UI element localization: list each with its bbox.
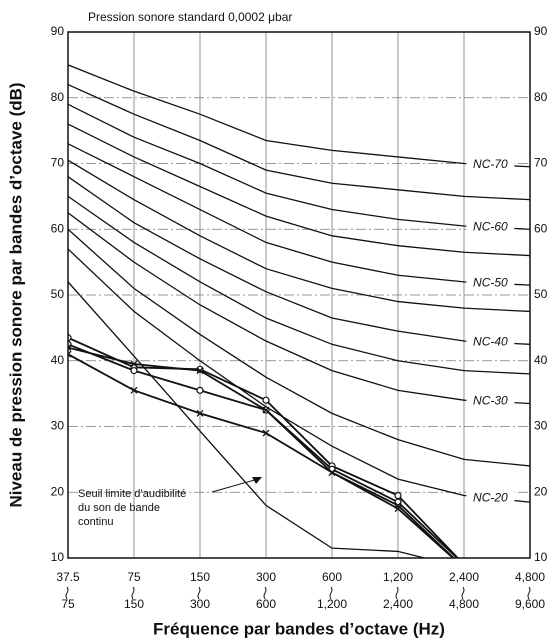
x-tick-label: 75 bbox=[127, 570, 141, 584]
x-tick-separator bbox=[527, 586, 531, 600]
x-tick-label: 9,600 bbox=[515, 597, 545, 611]
data-point bbox=[196, 386, 204, 394]
y-tick-label: 20 bbox=[51, 484, 65, 498]
chart-title: Pression sonore standard 0,0002 μbar bbox=[88, 10, 292, 24]
data-point bbox=[130, 360, 138, 368]
y-tick-label: 60 bbox=[51, 221, 65, 235]
series-label: NC-20 bbox=[473, 490, 508, 504]
y2-tick-label: 90 bbox=[534, 24, 548, 38]
x-tick-label: 37.5 bbox=[56, 570, 80, 584]
series-label: NC-60 bbox=[473, 219, 508, 233]
y2-tick-label: 10 bbox=[534, 550, 548, 564]
x-tick-label: 2,400 bbox=[383, 597, 413, 611]
y-tick-label: 90 bbox=[51, 24, 65, 38]
y-tick-label: 50 bbox=[51, 287, 65, 301]
series-label: NC-40 bbox=[473, 335, 508, 349]
series-label: NC-50 bbox=[473, 275, 508, 289]
y-tick-label: 30 bbox=[51, 419, 65, 433]
x-tick-label: 150 bbox=[190, 570, 210, 584]
series-label-bg bbox=[466, 275, 515, 291]
data-point bbox=[196, 409, 204, 417]
x-tick-label: 4,800 bbox=[515, 570, 545, 584]
x-tick-separator bbox=[263, 586, 267, 600]
y2-tick-label: 70 bbox=[534, 156, 548, 170]
series-label-bg bbox=[466, 156, 515, 172]
data-point bbox=[68, 344, 72, 352]
x-tick-separator bbox=[461, 586, 465, 600]
data-point bbox=[262, 429, 270, 437]
data-point bbox=[130, 367, 138, 375]
annotation-line: continu bbox=[78, 516, 113, 528]
y2-tick-label: 20 bbox=[534, 484, 548, 498]
series-line bbox=[68, 64, 530, 168]
series-label-bg bbox=[466, 219, 515, 235]
x-tick-label: 1,200 bbox=[317, 597, 347, 611]
series-line bbox=[68, 195, 530, 375]
x-tick-label: 600 bbox=[256, 597, 276, 611]
y-tick-label: 10 bbox=[51, 550, 65, 564]
annotation-line: Seuil limite d’audibilité bbox=[78, 488, 186, 500]
x-tick-label: 300 bbox=[256, 570, 276, 584]
data-point bbox=[461, 562, 467, 568]
series-line bbox=[68, 143, 530, 286]
series-label: NC-30 bbox=[473, 394, 508, 408]
x-tick-separator bbox=[395, 586, 399, 600]
data-point bbox=[196, 367, 204, 375]
series-label-bg bbox=[466, 393, 515, 409]
y2-tick-label: 40 bbox=[534, 353, 548, 367]
annotation-arrow bbox=[211, 478, 259, 493]
y-tick-label: 40 bbox=[51, 353, 65, 367]
series-label: NC-70 bbox=[473, 157, 508, 171]
x-tick-label: 2,400 bbox=[449, 570, 479, 584]
data-point bbox=[68, 350, 72, 358]
annotation-line: du son de bande bbox=[78, 502, 160, 514]
x-tick-separator bbox=[197, 586, 201, 600]
x-tick-label: 150 bbox=[124, 597, 144, 611]
x-axis-title: Fréquence par bandes d’octave (Hz) bbox=[153, 619, 445, 638]
y2-tick-label: 80 bbox=[534, 90, 548, 104]
data-point bbox=[262, 406, 270, 414]
x-tick-label: 4,800 bbox=[449, 597, 479, 611]
plot-frame bbox=[67, 31, 531, 559]
x-tick-separator bbox=[131, 586, 135, 600]
data-point bbox=[394, 491, 402, 500]
series-line bbox=[68, 228, 530, 467]
x-tick-label: 1,200 bbox=[383, 570, 413, 584]
grid bbox=[67, 31, 531, 559]
series-line bbox=[68, 212, 530, 405]
series-line bbox=[68, 159, 530, 313]
series-line bbox=[68, 281, 428, 558]
data-point bbox=[130, 386, 138, 394]
y-tick-label: 80 bbox=[51, 90, 65, 104]
x-tick-label: 300 bbox=[190, 597, 210, 611]
data-point bbox=[262, 396, 270, 404]
y-tick-label: 70 bbox=[51, 156, 65, 170]
x-tick-separator bbox=[65, 586, 69, 600]
series-line bbox=[68, 84, 530, 201]
y2-tick-label: 60 bbox=[534, 221, 548, 235]
series-line bbox=[68, 103, 530, 230]
data-point bbox=[328, 469, 336, 476]
series-label-bg bbox=[466, 334, 515, 350]
x-tick-label: 600 bbox=[322, 570, 342, 584]
annotation-arrowhead bbox=[252, 477, 262, 484]
x-tick-separator bbox=[329, 586, 333, 600]
series-label-bg bbox=[466, 490, 515, 506]
y-axis-title: Niveau de pression sonore par bandes d’o… bbox=[6, 82, 25, 507]
series-line bbox=[68, 248, 530, 503]
series-line bbox=[68, 176, 530, 345]
y2-tick-label: 30 bbox=[534, 419, 548, 433]
y2-tick-label: 50 bbox=[534, 287, 548, 301]
series-line bbox=[68, 123, 530, 257]
data-point bbox=[394, 501, 402, 509]
plot-lines bbox=[68, 64, 530, 568]
data-point bbox=[461, 562, 467, 568]
x-tick-label: 75 bbox=[61, 597, 75, 611]
